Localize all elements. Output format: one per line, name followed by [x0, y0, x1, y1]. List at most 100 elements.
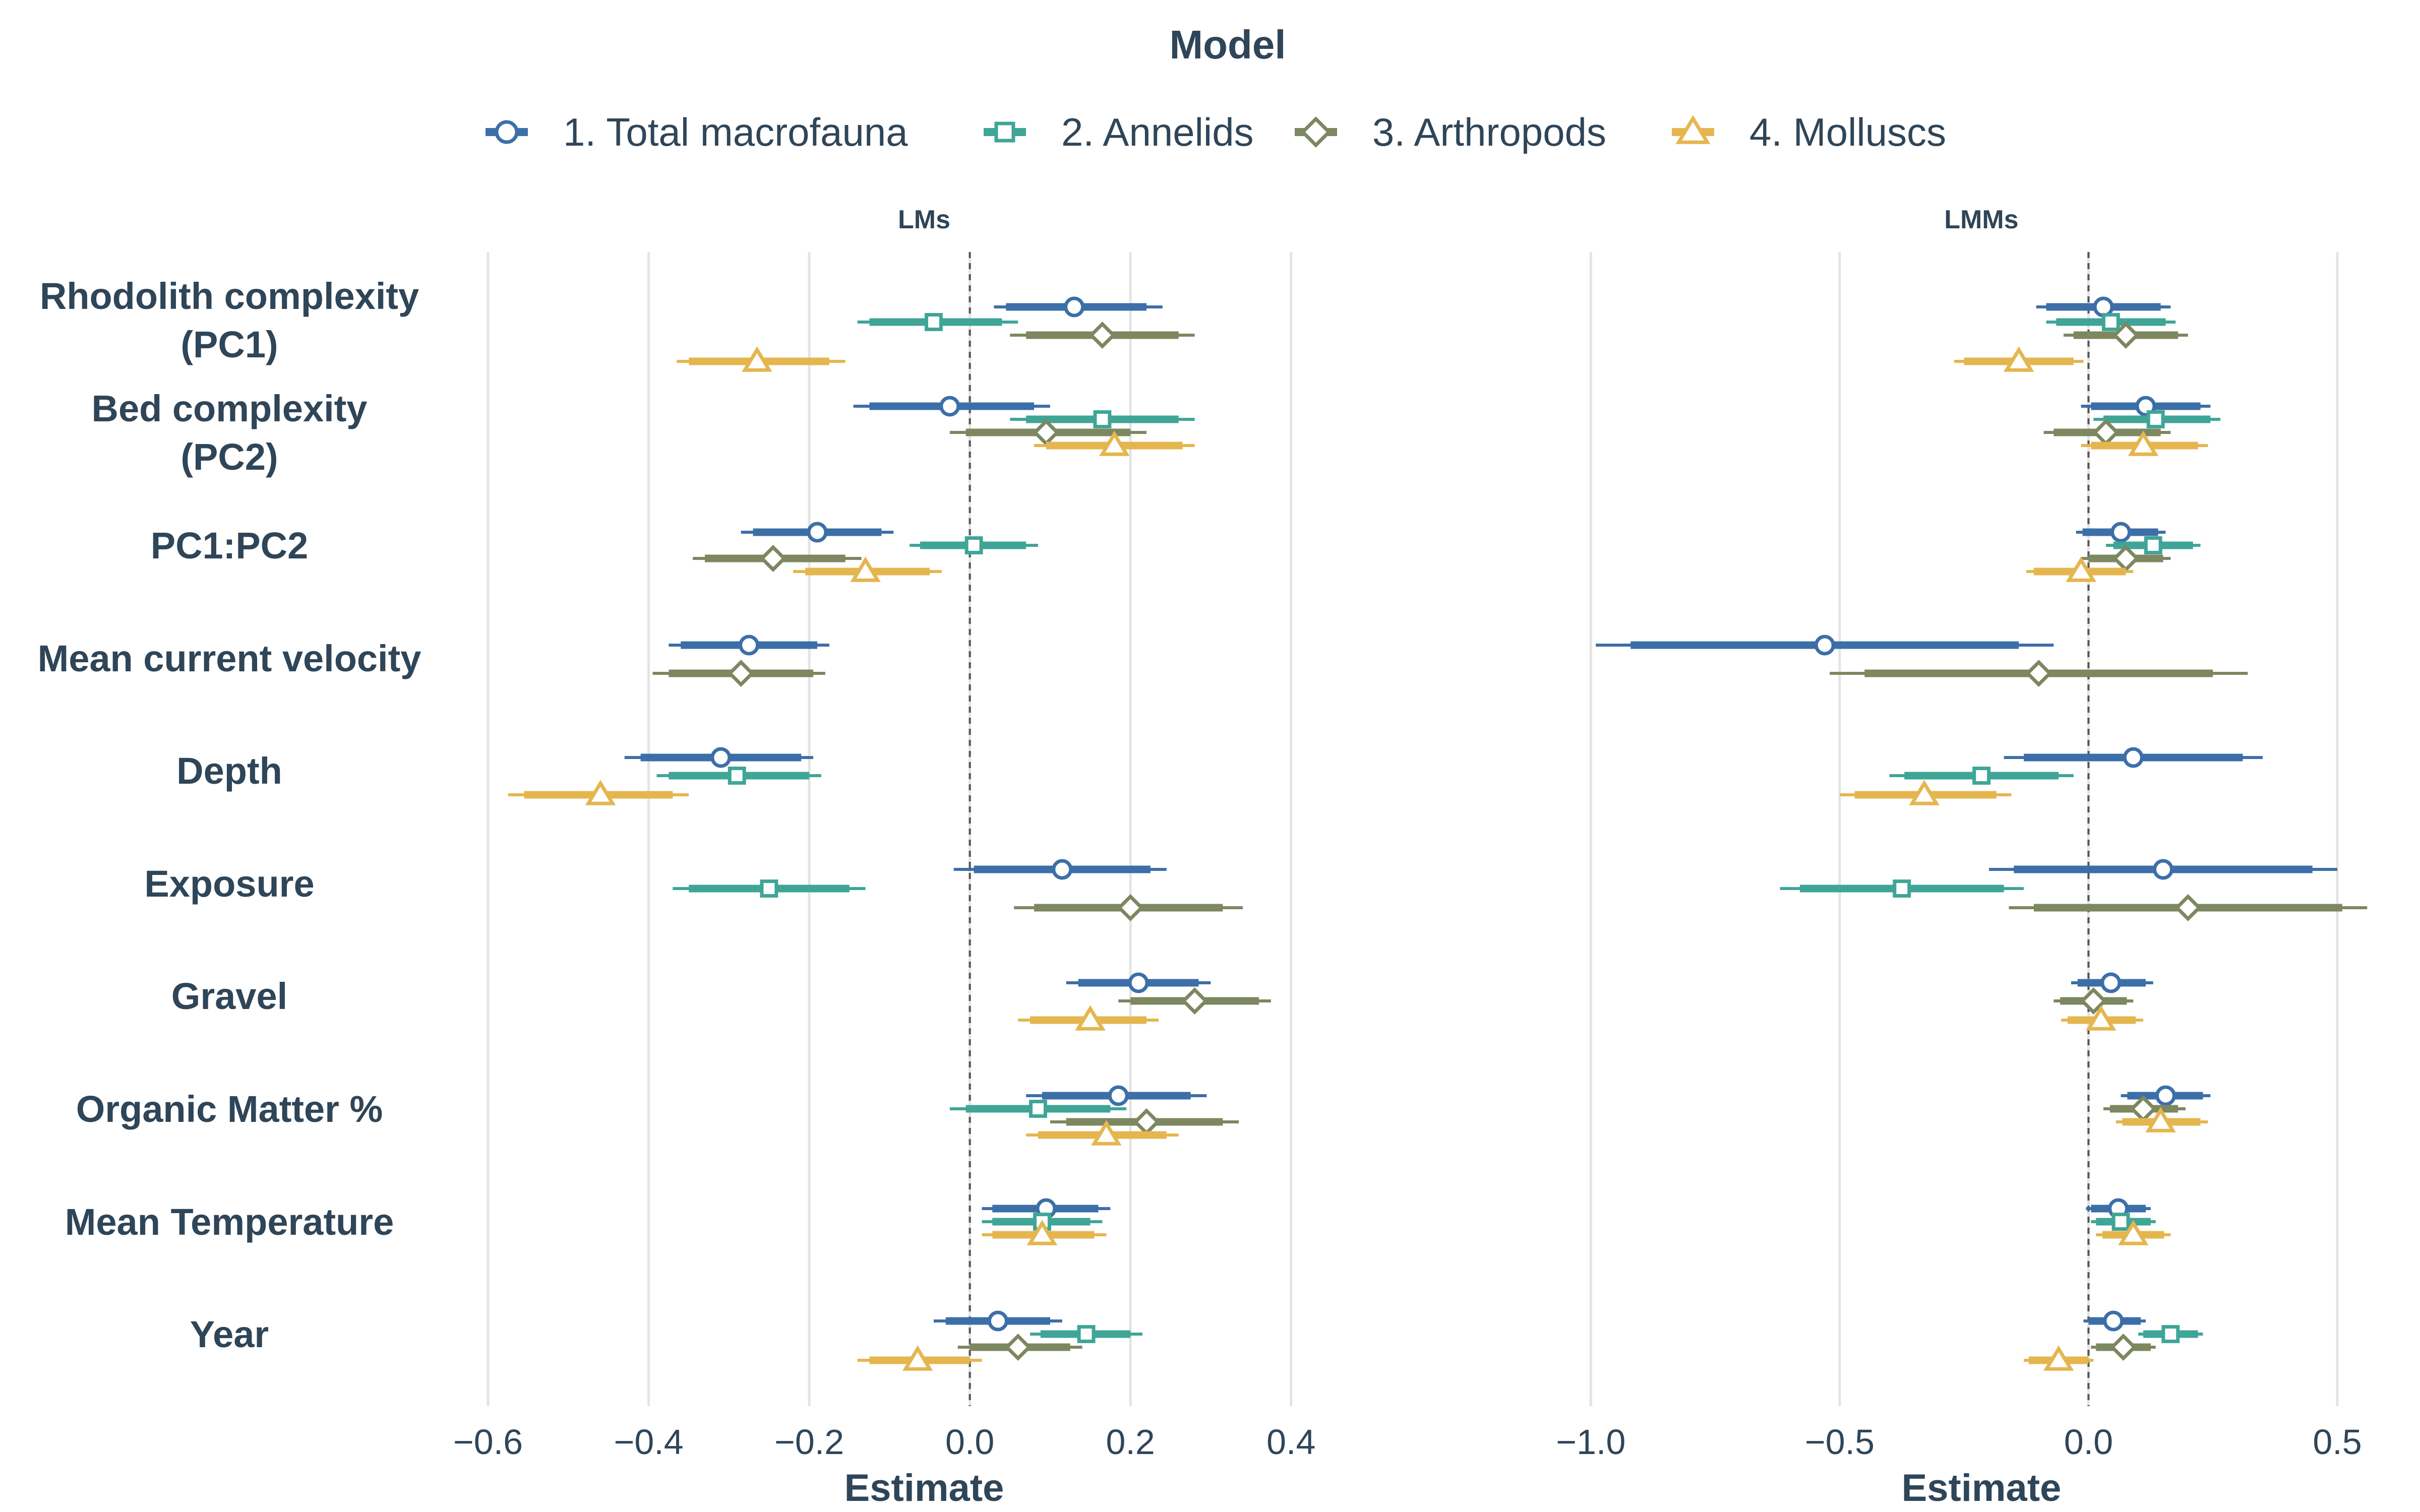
estimate-point-diamond — [2109, 1333, 2137, 1361]
x-tick-label: 0.2 — [1106, 1422, 1155, 1462]
legend: 1. Total macrofauna 2. Annelids 3. Arthrop… — [486, 110, 1946, 154]
estimate-point-circle — [710, 747, 732, 768]
estimate-point-triangle — [1099, 430, 1130, 456]
estimate-point-square — [728, 767, 746, 785]
y-axis-category-label: Gravel — [171, 975, 287, 1017]
x-tick-label: −0.5 — [1805, 1422, 1874, 1462]
estimate-point-circle — [1108, 1085, 1129, 1106]
estimate-point-circle — [987, 1310, 1008, 1332]
estimate-point-circle — [1814, 635, 1835, 656]
x-tick-label: 0.0 — [945, 1422, 994, 1462]
estimate-point-square — [1093, 410, 1112, 428]
estimate-point-circle — [2123, 747, 2144, 768]
legend-key-square-icon — [994, 121, 1015, 143]
estimate-point-diamond — [727, 659, 755, 687]
estimate-point-square — [2144, 536, 2162, 554]
estimate-point-circle — [2110, 522, 2132, 543]
estimate-point-diamond — [2112, 321, 2140, 349]
legend-key-diamond-icon — [1300, 116, 1332, 148]
estimate-point-triangle — [2118, 1220, 2149, 1245]
x-tick-label: 0.5 — [2313, 1422, 2362, 1462]
estimate-point-triangle — [902, 1345, 933, 1371]
y-axis-category-label: (PC2) — [180, 436, 278, 478]
estimate-point-triangle — [2145, 1107, 2176, 1132]
estimate-point-triangle — [585, 780, 616, 805]
x-tick-label: −1.0 — [1556, 1422, 1625, 1462]
estimate-point-circle — [2103, 1310, 2124, 1332]
estimate-point-triangle — [2043, 1345, 2074, 1371]
estimate-point-square — [2111, 1213, 2130, 1231]
legend-label: 4. Molluscs — [1749, 110, 1946, 154]
estimate-point-diamond — [2092, 418, 2120, 447]
estimate-marks — [508, 296, 2368, 1371]
x-tick-label: −0.2 — [774, 1422, 844, 1462]
estimate-point-triangle — [2003, 346, 2034, 372]
estimate-point-square — [1077, 1325, 1096, 1343]
estimate-point-triangle — [850, 556, 881, 582]
y-axis-category-label: Mean current velocity — [38, 638, 421, 679]
estimate-point-diamond — [1088, 321, 1116, 349]
estimate-point-square — [1972, 767, 1991, 785]
estimate-point-diamond — [759, 544, 787, 573]
estimate-point-circle — [1052, 859, 1073, 880]
x-tick-label: 0.4 — [1266, 1422, 1315, 1462]
y-axis-category-label: Organic Matter % — [76, 1088, 383, 1130]
estimate-point-circle — [2153, 859, 2174, 880]
x-tick-label: −0.4 — [614, 1422, 683, 1462]
y-axis-category-label: Exposure — [144, 863, 314, 905]
estimate-point-triangle — [1026, 1220, 1058, 1245]
legend-key-triangle-icon — [1675, 115, 1711, 144]
legend-label: 1. Total macrofauna — [563, 110, 908, 154]
panel-title-lms: LMs — [898, 205, 950, 234]
estimate-point-diamond — [1004, 1333, 1032, 1361]
estimate-point-square — [2161, 1325, 2180, 1343]
estimate-point-circle — [2155, 1085, 2176, 1106]
y-axis-category-label: Mean Temperature — [65, 1201, 394, 1243]
y-axis-category-label: PC1:PC2 — [151, 525, 309, 566]
estimate-point-diamond — [2130, 1095, 2157, 1123]
estimate-point-square — [1893, 879, 1911, 898]
x-tick-label: 0.0 — [2064, 1422, 2113, 1462]
estimate-point-diamond — [1132, 1108, 1161, 1136]
legend-label: 3. Arthropods — [1372, 110, 1606, 154]
y-axis-category-label: Bed complexity — [92, 388, 368, 429]
estimate-point-diamond — [1117, 894, 1144, 922]
y-axis-labels: Rhodolith complexity (PC1) Bed complexity (… — [38, 275, 421, 1355]
panel-title-lmms: LMMs — [1944, 205, 2018, 234]
x-axis-title-lms: Estimate — [844, 1467, 1004, 1509]
estimate-point-triangle — [1091, 1120, 1122, 1146]
estimate-point-square — [1029, 1100, 1047, 1118]
legend-title: Model — [1169, 22, 1286, 67]
estimate-point-square — [760, 879, 778, 898]
estimate-point-triangle — [2128, 430, 2159, 456]
estimate-point-square — [2146, 410, 2165, 428]
estimate-point-square — [2101, 313, 2120, 331]
estimate-point-circle — [739, 635, 760, 656]
estimate-point-triangle — [742, 346, 772, 372]
x-axis-title-lmms: Estimate — [1902, 1467, 2062, 1509]
estimate-point-circle — [1064, 296, 1085, 318]
estimate-point-circle — [807, 522, 828, 543]
estimate-point-diamond — [2174, 894, 2202, 922]
estimate-point-circle — [1128, 972, 1149, 993]
estimate-point-triangle — [2085, 1005, 2116, 1031]
estimate-point-circle — [2093, 296, 2114, 318]
x-axis-ticks: −0.6 −0.4 −0.2 0.0 0.2 0.4 −1.0 −0.5 0.0 0.5 — [453, 1422, 2362, 1462]
estimate-point-diamond — [2025, 659, 2052, 687]
estimate-point-square — [964, 536, 983, 554]
estimate-point-triangle — [1909, 780, 1940, 805]
y-axis-category-label: Rhodolith complexity — [40, 275, 419, 317]
y-axis-category-label: (PC1) — [180, 324, 278, 365]
estimate-point-diamond — [1181, 987, 1208, 1015]
estimate-point-triangle — [1075, 1005, 1106, 1031]
y-axis-category-label: Depth — [176, 750, 282, 792]
y-axis-category-label: Year — [190, 1313, 269, 1355]
estimate-point-circle — [2100, 972, 2122, 993]
estimate-point-diamond — [1032, 418, 1060, 447]
estimate-point-circle — [939, 396, 960, 417]
estimate-point-triangle — [2066, 556, 2096, 582]
legend-key-circle-icon — [495, 120, 519, 144]
estimate-point-diamond — [2112, 544, 2140, 573]
